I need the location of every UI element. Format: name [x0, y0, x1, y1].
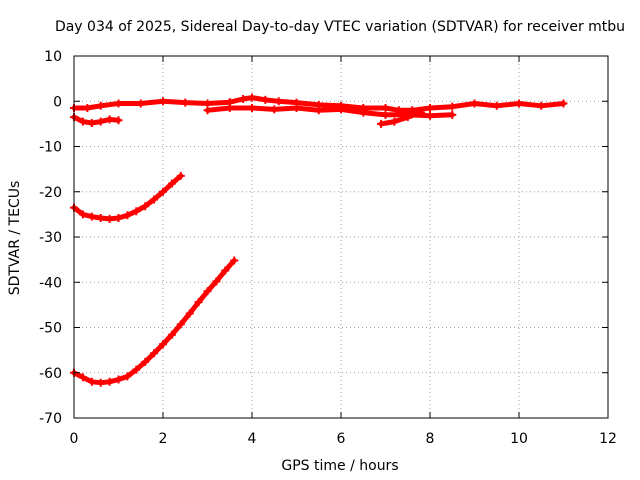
data-point: [274, 97, 283, 106]
data-point: [537, 101, 546, 110]
data-point: [136, 99, 145, 108]
data-point: [114, 375, 123, 384]
chart-title: Day 034 of 2025, Sidereal Day-to-day VTE…: [55, 19, 625, 35]
data-point: [185, 309, 194, 318]
x-tick-label: 2: [159, 431, 168, 447]
y-tick-label: -20: [39, 185, 62, 201]
data-point: [87, 118, 96, 127]
data-point: [105, 115, 114, 124]
data-point: [230, 256, 239, 265]
data-point: [87, 212, 96, 221]
data-point: [96, 378, 105, 387]
data-point: [141, 357, 150, 366]
data-point: [239, 94, 248, 103]
data-point: [123, 372, 132, 381]
data-point: [176, 171, 185, 180]
series-line: [71, 258, 237, 386]
y-axis-label: SDTVAR / TECUs: [7, 181, 23, 296]
series-track-f: [70, 256, 239, 387]
series-track-d: [70, 113, 123, 127]
data-point: [150, 195, 159, 204]
data-point: [114, 116, 123, 125]
data-point: [96, 213, 105, 222]
data-point: [417, 108, 426, 117]
x-tick-label: 0: [70, 431, 79, 447]
data-point: [132, 365, 141, 374]
x-tick-label: 8: [426, 431, 435, 447]
data-point: [426, 111, 434, 120]
series-layer: [70, 93, 568, 387]
data-point: [176, 320, 185, 329]
data-point: [381, 104, 390, 113]
y-tick-label: -10: [39, 140, 62, 156]
data-point: [181, 98, 190, 107]
data-point: [559, 99, 568, 108]
y-tick-label: 0: [53, 94, 62, 110]
data-point: [141, 202, 150, 211]
data-point: [390, 117, 399, 126]
data-point: [159, 340, 167, 349]
y-tick-label: -30: [39, 230, 62, 246]
data-point: [167, 330, 176, 339]
data-point: [203, 106, 212, 115]
data-point: [87, 377, 96, 386]
data-point: [492, 101, 501, 110]
y-tick-label: -40: [39, 275, 62, 291]
y-tick-label: -60: [39, 366, 62, 382]
data-point: [132, 207, 141, 216]
data-point: [96, 101, 105, 110]
data-point: [470, 99, 479, 108]
data-point: [221, 266, 230, 275]
data-point: [248, 104, 256, 113]
data-point: [194, 298, 203, 307]
data-point: [292, 104, 301, 113]
data-point: [105, 214, 114, 223]
x-tick-label: 6: [337, 431, 346, 447]
data-point: [78, 210, 87, 219]
data-point: [448, 110, 457, 119]
y-tick-label: -70: [39, 411, 62, 427]
data-point: [359, 108, 368, 117]
series-track-c: [377, 108, 426, 128]
data-point: [78, 117, 87, 126]
data-point: [248, 93, 256, 102]
series-line: [378, 110, 424, 127]
data-point: [114, 99, 123, 108]
data-point: [225, 104, 234, 113]
x-tick-label: 4: [248, 431, 257, 447]
data-point: [261, 95, 270, 104]
x-axis-label: GPS time / hours: [281, 458, 398, 474]
data-point: [159, 187, 167, 196]
data-point: [377, 119, 386, 128]
data-point: [203, 99, 212, 108]
data-point: [337, 105, 345, 114]
data-point: [515, 99, 523, 108]
data-point: [426, 104, 434, 113]
series-track-e: [70, 171, 185, 223]
data-point: [150, 349, 159, 358]
data-point: [78, 373, 87, 382]
data-point: [203, 287, 212, 296]
data-point: [448, 102, 457, 111]
data-point: [159, 97, 167, 106]
data-point: [314, 106, 323, 115]
data-point: [105, 377, 114, 386]
data-point: [270, 105, 279, 114]
y-tick-label: 10: [44, 49, 62, 65]
data-point: [96, 117, 105, 126]
data-point: [114, 213, 123, 222]
x-tick-label: 12: [599, 431, 617, 447]
data-point: [381, 110, 390, 119]
axis-ticks: 0 2 4 6 8 10 12 -70 -60 -50 -40 -30 -20 -10 0 10: [39, 49, 617, 447]
data-point: [167, 179, 176, 188]
y-tick-label: -50: [39, 321, 62, 337]
data-point: [123, 211, 132, 220]
data-point: [83, 104, 92, 113]
data-point: [403, 113, 412, 122]
data-point: [212, 277, 221, 286]
x-tick-label: 10: [510, 431, 528, 447]
